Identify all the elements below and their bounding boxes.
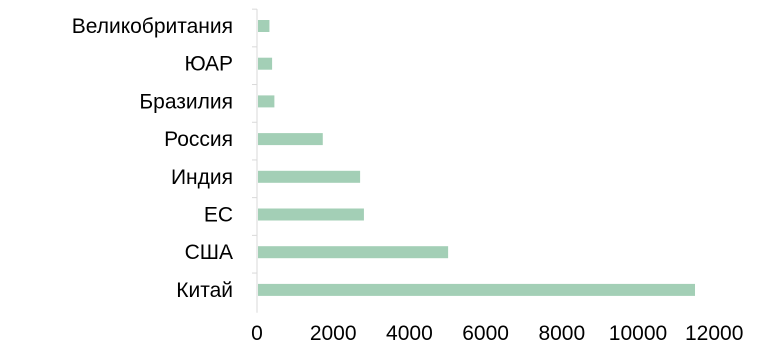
category-label: ЮАР	[184, 53, 233, 76]
bar	[258, 246, 449, 259]
x-tick-label: 4000	[386, 322, 433, 345]
bar	[258, 208, 364, 221]
x-tick-label: 6000	[462, 322, 509, 345]
bar	[258, 133, 323, 146]
x-tick-label: 0	[251, 322, 263, 345]
category-label: Бразилия	[139, 90, 233, 113]
bar	[258, 283, 696, 296]
x-tick-label: 12000	[685, 322, 743, 345]
x-tick-label: 2000	[310, 322, 357, 345]
category-label: Индия	[171, 166, 233, 189]
category-label: Китай	[176, 279, 233, 302]
category-label: ЕС	[204, 204, 233, 227]
category-label: Великобритания	[72, 15, 233, 38]
x-tick-label: 8000	[538, 322, 585, 345]
plot-area: Великобритания ЮАР Бразилия Россия Индия ЕС СШ…	[72, 8, 743, 345]
category-label: США	[185, 241, 233, 264]
bar	[258, 57, 273, 70]
x-tick-label: 10000	[609, 322, 667, 345]
bar	[258, 20, 270, 32]
bar	[258, 170, 361, 183]
bar	[258, 95, 275, 108]
category-label: Россия	[164, 128, 233, 151]
